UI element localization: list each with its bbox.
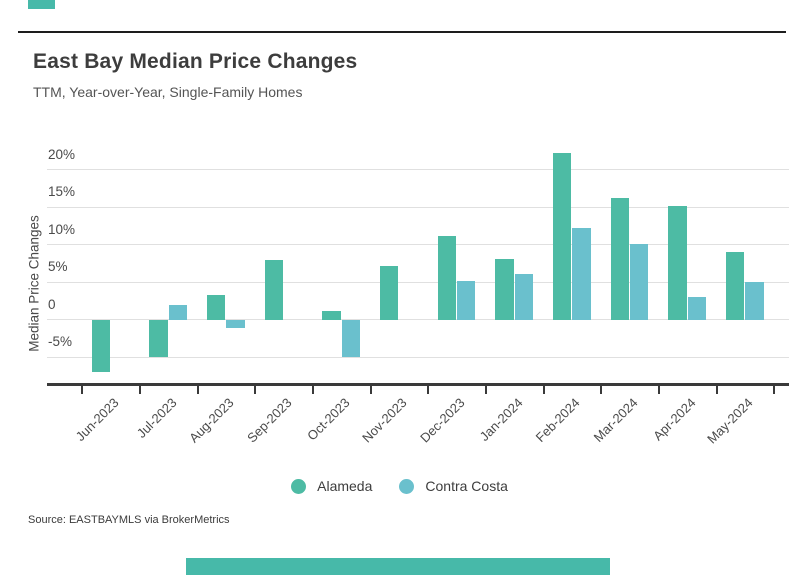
bar-contra-costa	[687, 297, 706, 320]
y-tick-label: 20%	[48, 146, 76, 162]
top-left-accent-bar	[28, 0, 55, 9]
y-tick-label: -5%	[48, 334, 73, 349]
x-tick-label: Sep-2023	[244, 395, 295, 446]
x-axis-tick	[311, 386, 314, 394]
x-axis-tick	[138, 386, 141, 394]
bar-contra-costa	[341, 319, 360, 357]
x-axis-tick	[196, 386, 199, 394]
chart-title: East Bay Median Price Changes	[33, 50, 358, 73]
y-axis-title: Median Price Changes	[26, 215, 42, 352]
bar-alameda	[668, 206, 687, 320]
x-axis-tick	[369, 386, 372, 394]
bar-alameda	[149, 319, 168, 357]
x-axis-tick	[427, 386, 430, 394]
x-tick-label: Dec-2023	[417, 395, 468, 446]
x-axis-tick	[542, 386, 545, 394]
x-axis-tick	[773, 386, 776, 394]
legend: Alameda Contra Costa	[0, 478, 799, 494]
y-tick-label: 5%	[48, 259, 68, 274]
x-axis-tick	[600, 386, 603, 394]
bar-contra-costa	[629, 243, 649, 320]
y-tick-label: 15%	[48, 184, 76, 199]
header-divider	[18, 31, 786, 33]
x-axis-tick	[254, 386, 257, 394]
legend-swatch	[291, 478, 307, 494]
bottom-accent-bar	[186, 558, 610, 575]
x-axis-tick	[657, 386, 660, 394]
bar-contra-costa	[572, 228, 591, 320]
bar-contra-costa	[514, 273, 533, 320]
legend-label: Alameda	[317, 478, 373, 494]
chart-subtitle: TTM, Year-over-Year, Single-Family Homes	[33, 84, 303, 100]
bar-contra-costa	[226, 319, 245, 328]
gridline	[47, 244, 789, 245]
bar-alameda	[207, 294, 226, 320]
bar-alameda	[437, 236, 456, 320]
bar-alameda	[610, 198, 629, 320]
gridline	[47, 169, 789, 170]
bar-alameda	[380, 266, 399, 320]
x-axis-tick	[484, 386, 487, 394]
bar-alameda	[725, 252, 745, 320]
bar-contra-costa	[456, 281, 476, 320]
y-tick-label: 0	[48, 296, 56, 312]
legend-item: Contra Costa	[399, 478, 508, 494]
legend-label: Contra Costa	[425, 478, 508, 494]
x-axis-line	[47, 383, 789, 386]
bar-contra-costa	[168, 304, 187, 320]
x-tick-label: Jun-2023	[72, 395, 122, 444]
bar-alameda	[91, 319, 110, 372]
bar-alameda	[552, 153, 572, 320]
gridline	[47, 281, 789, 283]
gridline	[47, 319, 789, 320]
x-tick-label: Mar-2024	[590, 395, 641, 445]
x-axis-tick	[715, 386, 718, 394]
y-tick-label: 10%	[48, 221, 76, 237]
x-axis-tick	[81, 386, 84, 394]
legend-swatch	[399, 478, 415, 494]
bar-alameda	[495, 258, 514, 320]
source-note: Source: EASTBAYMLS via BrokerMetrics	[28, 514, 230, 526]
bar-alameda	[264, 259, 283, 320]
gridline	[47, 206, 789, 208]
legend-item: Alameda	[291, 478, 372, 494]
bar-alameda	[322, 310, 341, 320]
gridline	[47, 356, 789, 358]
bar-contra-costa	[745, 282, 764, 320]
